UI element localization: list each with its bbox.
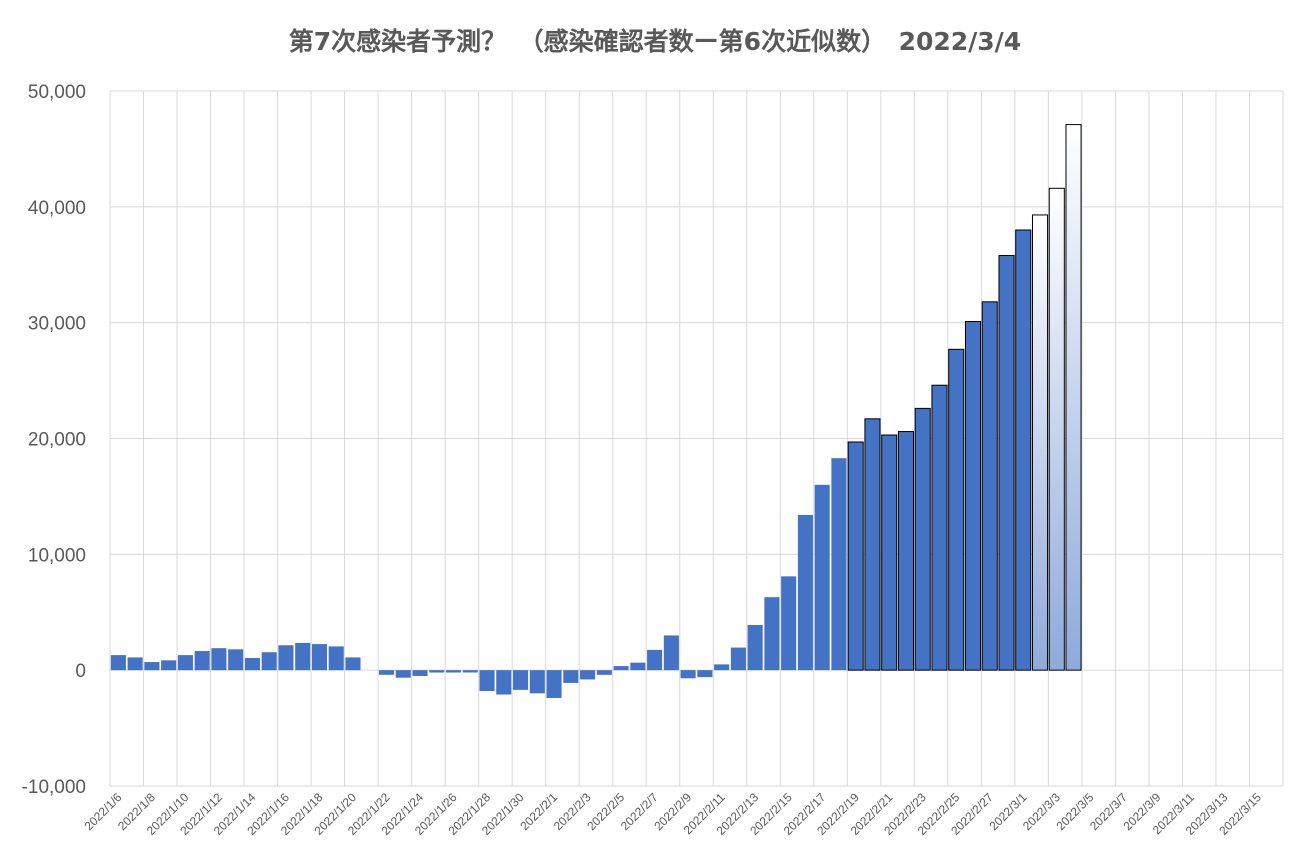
bar xyxy=(981,301,998,671)
bar xyxy=(714,664,730,671)
bar xyxy=(1015,229,1032,671)
bar xyxy=(513,670,529,690)
y-tick-label: -10,000 xyxy=(22,777,86,798)
bar xyxy=(445,670,462,673)
bar xyxy=(194,651,210,671)
bar xyxy=(730,647,746,671)
bar xyxy=(697,670,713,678)
bar xyxy=(814,484,830,671)
bar xyxy=(311,644,327,671)
bar xyxy=(127,657,143,671)
bar xyxy=(177,655,193,671)
bar xyxy=(998,254,1015,671)
bar xyxy=(613,666,629,671)
bar xyxy=(881,434,898,671)
bar xyxy=(764,597,780,671)
bar xyxy=(278,645,294,671)
bar xyxy=(328,646,344,671)
bar xyxy=(847,441,864,671)
bar xyxy=(747,624,763,671)
gridlines xyxy=(109,90,1284,787)
y-tick-label: 50,000 xyxy=(28,82,86,103)
y-axis-tick-labels: 50,000 40,000 30,000 20,000 10,000 0 -10,000 xyxy=(22,82,86,798)
bar xyxy=(580,670,596,680)
bar xyxy=(462,670,478,673)
bar xyxy=(295,642,311,671)
bar xyxy=(378,670,395,675)
bar xyxy=(897,431,914,671)
bar xyxy=(228,649,244,671)
y-tick-label: 30,000 xyxy=(28,314,86,335)
y-tick-label: 40,000 xyxy=(28,198,86,219)
bar xyxy=(630,662,646,671)
bar xyxy=(563,670,579,683)
bar xyxy=(1065,124,1082,671)
bar xyxy=(529,670,545,694)
bar xyxy=(395,670,411,678)
bar xyxy=(345,657,361,671)
bar xyxy=(161,660,177,671)
bar xyxy=(261,652,277,671)
bar xyxy=(596,670,612,675)
bar xyxy=(429,670,445,673)
y-tick-label: 10,000 xyxy=(28,545,86,566)
bar xyxy=(546,670,562,698)
chart-title: 第7次感染者予測？ （感染確認者数ー第6次近似数） 2022/3/4 xyxy=(288,27,1022,56)
bar xyxy=(110,655,126,671)
bar xyxy=(797,514,813,671)
bar xyxy=(781,576,797,671)
bar xyxy=(1031,214,1049,671)
y-tick-label: 0 xyxy=(75,661,86,682)
bar xyxy=(948,348,965,671)
bars xyxy=(110,124,1082,698)
bar xyxy=(964,321,982,671)
bar xyxy=(864,418,881,671)
bar xyxy=(144,662,160,671)
bar xyxy=(496,670,512,695)
bar xyxy=(211,648,227,671)
bar xyxy=(479,670,495,692)
bar xyxy=(412,670,428,676)
bar xyxy=(647,649,663,671)
y-tick-label: 20,000 xyxy=(28,430,86,451)
bar xyxy=(680,670,696,679)
bar xyxy=(244,658,260,671)
bar xyxy=(831,458,847,671)
bar xyxy=(1048,187,1065,671)
bar xyxy=(663,635,679,671)
bar xyxy=(914,407,931,671)
bar xyxy=(931,384,948,671)
x-axis-tick-labels: 2022/1/62022/1/82022/1/102022/1/122022/1… xyxy=(82,790,1265,838)
